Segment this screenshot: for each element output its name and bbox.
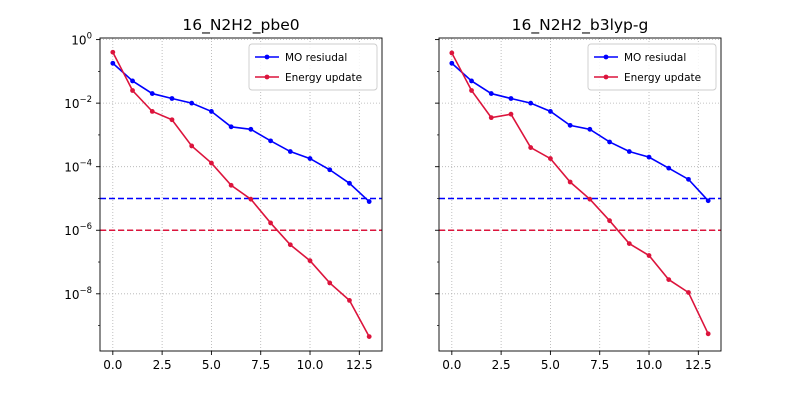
x-tick-label: 5.0 [202, 358, 221, 372]
data-point [705, 331, 711, 337]
data-point [488, 91, 494, 96]
data-point [189, 143, 195, 149]
axes-frame [438, 37, 722, 352]
data-point [646, 154, 652, 160]
data-point [548, 156, 553, 161]
data-point [110, 60, 116, 66]
data-point [287, 242, 293, 248]
data-point [626, 149, 632, 154]
data-point [268, 220, 273, 226]
x-tick-label: 12.5 [346, 358, 373, 372]
data-point [248, 196, 254, 202]
data-point [327, 167, 333, 173]
data-point [469, 78, 474, 84]
legend-entry: MO resiudal [624, 52, 686, 64]
x-tick-label: 12.5 [685, 358, 712, 372]
x-tick-label: 7.5 [251, 358, 270, 372]
data-point [567, 122, 573, 128]
data-point [248, 126, 254, 132]
legend-entry: Energy update [624, 72, 701, 84]
data-point [130, 78, 135, 84]
data-point [607, 139, 612, 145]
x-tick-label: 2.5 [492, 358, 511, 372]
legend-swatch-marker [264, 74, 270, 80]
x-tick-label: 5.0 [541, 358, 560, 372]
data-point [567, 179, 573, 185]
data-point [307, 156, 313, 161]
data-point [686, 176, 691, 182]
legend-entry: MO resiudal [285, 52, 347, 64]
data-point [169, 117, 175, 123]
data-point [469, 88, 474, 93]
legend-entry: Energy update [285, 72, 362, 84]
legend: MO resiudal Energy update [587, 43, 717, 91]
data-point [488, 115, 494, 121]
series-line-2 [451, 52, 709, 335]
y-tick-label: 100 [71, 32, 92, 48]
data-point [508, 111, 514, 117]
legend-swatch-marker [603, 54, 609, 60]
chart-panel-1: 0.0 2.5 5.0 7.5 10.0 12.5 100 10−2 10−4 10−6 10−8 1… [64, 16, 383, 372]
data-point [686, 290, 691, 295]
x-tick-label: 7.5 [590, 358, 609, 372]
data-point [646, 253, 652, 258]
data-point [626, 241, 632, 247]
data-point [548, 108, 553, 114]
data-point [666, 165, 672, 171]
data-point [366, 199, 372, 204]
data-point [149, 91, 155, 96]
data-point [327, 280, 333, 286]
data-point [528, 145, 534, 150]
data-point [209, 160, 214, 166]
data-point [268, 138, 273, 144]
data-point [528, 100, 534, 106]
legend-swatch-marker [603, 74, 609, 80]
x-tick-label: 2.5 [153, 358, 172, 372]
data-point [110, 49, 116, 55]
y-tick-label: 10−2 [64, 95, 92, 111]
axes-frame [99, 37, 383, 352]
data-point [149, 108, 155, 114]
data-point [307, 258, 313, 264]
y-tick-label: 10−6 [64, 222, 92, 238]
data-point [705, 198, 711, 204]
chart-panel-2: 0.0 2.5 5.0 7.5 10.0 12.5 16_N2H2_b3lyp-g MO re… [435, 16, 722, 372]
data-point [366, 334, 372, 339]
legend-swatch-marker [264, 54, 270, 60]
data-point [287, 149, 293, 154]
data-point [347, 180, 352, 186]
panels: 0.0 2.5 5.0 7.5 10.0 12.5 100 10−2 10−4 10−6 10−8 1… [64, 16, 722, 372]
series-line-2 [112, 51, 370, 337]
legend: MO resiudal Energy update [248, 43, 378, 91]
y-tick-label: 10−4 [64, 159, 92, 175]
data-point [209, 108, 214, 114]
data-point [449, 60, 455, 66]
x-tick-label: 10.0 [636, 358, 663, 372]
data-point [666, 277, 672, 282]
data-point [607, 218, 612, 224]
y-tick-label: 10−8 [64, 286, 92, 302]
legend-box [248, 43, 378, 91]
data-point [347, 297, 352, 303]
data-point [449, 50, 455, 56]
data-point [508, 96, 514, 101]
chart-title: 16_N2H2_b3lyp-g [512, 16, 649, 35]
data-point [189, 100, 195, 106]
data-point [587, 126, 593, 132]
x-tick-label: 0.0 [442, 358, 461, 372]
data-point [587, 196, 593, 202]
chart-title: 16_N2H2_pbe0 [182, 16, 299, 35]
x-tick-label: 0.0 [103, 358, 122, 372]
series-line-1 [451, 62, 709, 202]
data-point [228, 182, 234, 188]
data-point [169, 96, 175, 101]
legend-box [587, 43, 717, 91]
x-tick-label: 10.0 [297, 358, 324, 372]
data-point [130, 88, 135, 93]
series-line-1 [112, 62, 370, 203]
data-point [228, 124, 234, 130]
